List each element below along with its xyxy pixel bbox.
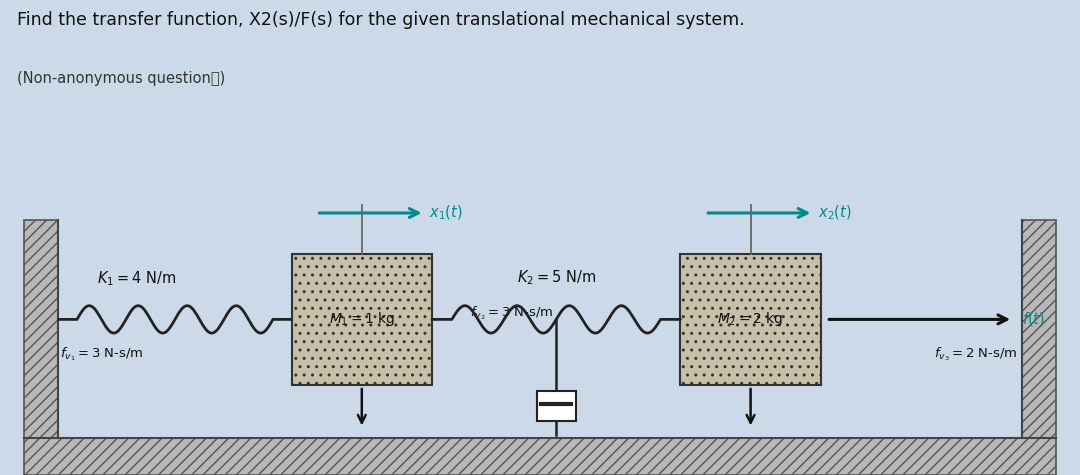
Bar — [680, 254, 821, 385]
Text: $M_1 = 1$ kg: $M_1 = 1$ kg — [328, 310, 395, 328]
Bar — [1022, 220, 1056, 437]
Text: $x_1(t)$: $x_1(t)$ — [429, 204, 462, 222]
Text: $f_{v_2} = 3$ N-s/m: $f_{v_2} = 3$ N-s/m — [470, 304, 553, 322]
Text: $K_2 = 5$ N/m: $K_2 = 5$ N/m — [516, 268, 596, 287]
Bar — [537, 391, 576, 421]
Bar — [24, 220, 58, 437]
Text: $x_2(t)$: $x_2(t)$ — [818, 204, 851, 222]
Bar — [24, 437, 1056, 475]
Text: (Non-anonymous questionⓘ): (Non-anonymous questionⓘ) — [17, 71, 226, 85]
Bar — [292, 254, 432, 385]
Text: $M_2 = 2$ kg: $M_2 = 2$ kg — [717, 310, 784, 328]
Text: $f_{v_3} = 2$ N-s/m: $f_{v_3} = 2$ N-s/m — [934, 345, 1017, 363]
Text: $f(t)$: $f(t)$ — [1022, 310, 1044, 328]
Text: $f_{v_1} = 3$ N-s/m: $f_{v_1} = 3$ N-s/m — [60, 345, 144, 363]
Text: $K_1 = 4$ N/m: $K_1 = 4$ N/m — [97, 270, 177, 288]
Text: Find the transfer function, X2(s)/F(s) for the given translational mechanical sy: Find the transfer function, X2(s)/F(s) f… — [17, 11, 745, 29]
